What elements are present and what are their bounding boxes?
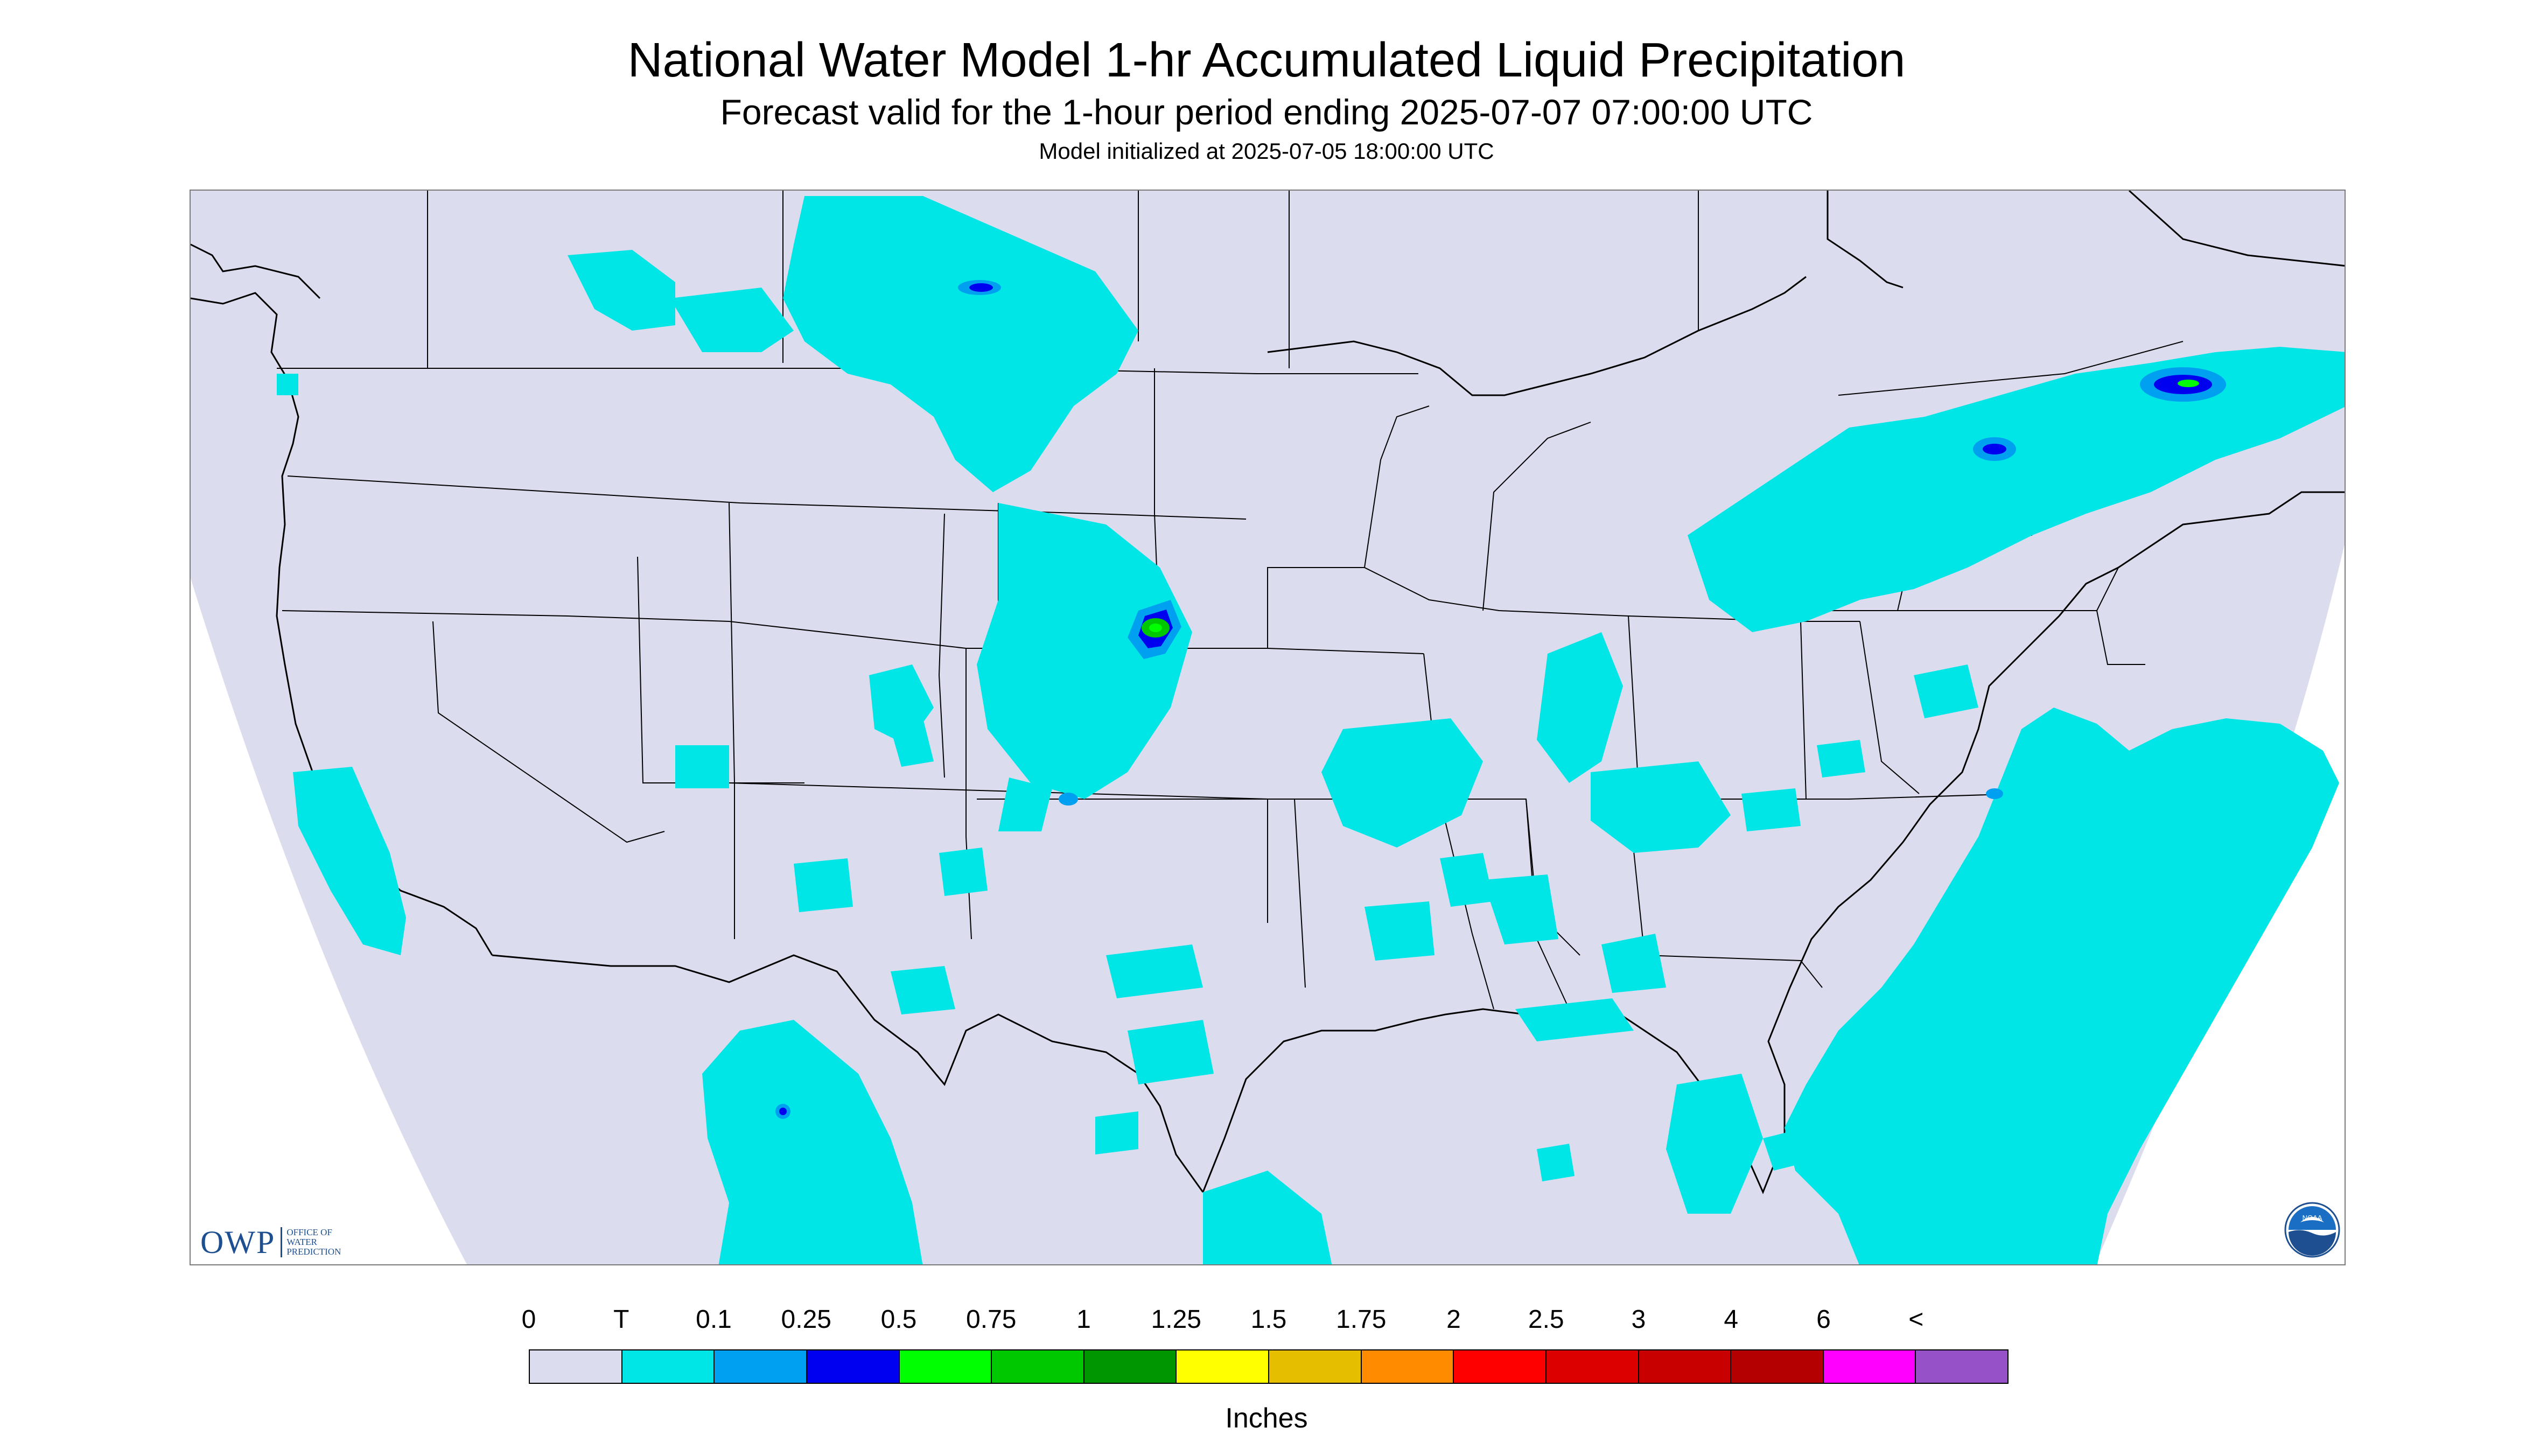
- legend-label: 6: [1816, 1305, 1831, 1334]
- legend-label: T: [613, 1305, 629, 1334]
- legend-swatch: [1177, 1350, 1269, 1383]
- precipitation-map[interactable]: OWP OFFICE OF WATER PREDICTION NOAA: [190, 190, 2346, 1265]
- state-boundaries: [277, 191, 2184, 1010]
- noaa-logo-text: NOAA: [2303, 1214, 2322, 1222]
- legend-label: 2.5: [1528, 1305, 1564, 1334]
- legend-label: 1: [1076, 1305, 1091, 1334]
- legend-label: <: [1908, 1305, 1924, 1334]
- legend-label: 2: [1446, 1305, 1461, 1334]
- legend-label: 1.5: [1250, 1305, 1287, 1334]
- legend-label: 4: [1724, 1305, 1739, 1334]
- map-canvas: [191, 191, 2345, 1264]
- legend-swatch: [1454, 1350, 1547, 1383]
- forecast-valid-subtitle: Forecast valid for the 1-hour period end…: [720, 92, 1813, 132]
- legend-swatch: [1361, 1350, 1454, 1383]
- legend-swatch: [622, 1350, 715, 1383]
- legend-swatch: [1639, 1350, 1732, 1383]
- legend-swatch: [1731, 1350, 1824, 1383]
- trace-precip: [277, 196, 2345, 1264]
- legend-swatch: [992, 1350, 1084, 1383]
- legend-swatch: [807, 1350, 900, 1383]
- legend-swatch: [1916, 1350, 2007, 1383]
- legend-swatch: [715, 1350, 807, 1383]
- owp-logo-line-2: WATER: [286, 1237, 318, 1247]
- legend-swatch: [1084, 1350, 1177, 1383]
- legend-label: 1.25: [1151, 1305, 1201, 1334]
- legend-colorbar: [529, 1349, 2009, 1384]
- legend-swatch: [1546, 1350, 1639, 1383]
- owp-logo-mark: OWP: [200, 1224, 276, 1260]
- legend-labels: 0 T 0.1 0.25 0.5 0.75 1 1.25 1.5 1.75 2 2.5 3 4 6 <: [522, 1304, 2009, 1342]
- legend-label: 0.25: [781, 1305, 831, 1334]
- owp-logo-divider: [281, 1227, 283, 1257]
- map-title: National Water Model 1-hr Accumulated Li…: [627, 33, 1906, 87]
- legend-unit-label: Inches: [1225, 1403, 1308, 1434]
- legend-swatch: [1269, 1350, 1362, 1383]
- legend-label: 1.75: [1336, 1305, 1387, 1334]
- owp-logo-line-1: OFFICE OF: [286, 1227, 332, 1237]
- legend-swatch: [1823, 1350, 1916, 1383]
- legend-label: 0.75: [966, 1305, 1017, 1334]
- owp-logo-line-3: PREDICTION: [286, 1247, 341, 1257]
- legend-label: 0: [521, 1305, 536, 1334]
- owp-logo-text: OFFICE OF WATER PREDICTION: [286, 1228, 341, 1257]
- legend-label: 0.5: [880, 1305, 917, 1334]
- owp-logo: OWP OFFICE OF WATER PREDICTION: [200, 1223, 341, 1261]
- legend-label: 3: [1631, 1305, 1646, 1334]
- noaa-logo-icon: NOAA: [2284, 1202, 2340, 1258]
- heavy-precip-cores: [775, 280, 2226, 1119]
- legend-label: 0.1: [696, 1305, 732, 1334]
- legend-swatch: [899, 1350, 992, 1383]
- legend-swatch: [530, 1350, 622, 1383]
- model-init-text: Model initialized at 2025-07-05 18:00:00…: [1039, 138, 1494, 164]
